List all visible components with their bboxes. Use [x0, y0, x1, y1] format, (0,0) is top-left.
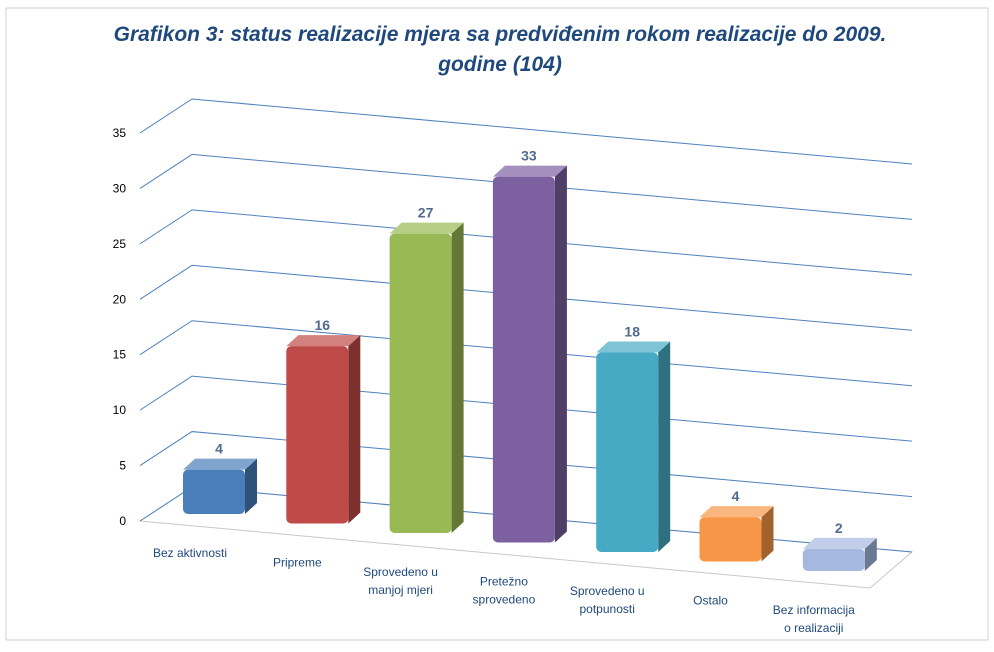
bar-face: [286, 335, 361, 347]
bar-face: [245, 458, 257, 514]
bar: [492, 165, 567, 543]
bar-face: [286, 346, 349, 524]
value-label: 27: [418, 205, 434, 221]
y-tick-label: 5: [119, 459, 126, 473]
bar-face: [658, 341, 671, 552]
y-tick-label: 10: [113, 403, 127, 417]
x-tick-label: Sprovedeno u manjoj mjeri: [363, 565, 438, 597]
bar-face: [389, 222, 464, 234]
bar: [389, 222, 464, 533]
bar-face: [554, 165, 567, 543]
grid-line: [139, 431, 913, 498]
bar-face: [183, 458, 257, 470]
x-tick-label: Pretežno sprovedeno: [473, 575, 536, 607]
grid-line: [139, 209, 913, 276]
bar-face: [348, 335, 361, 524]
value-label: 4: [215, 441, 223, 457]
y-tick-label: 20: [113, 292, 127, 306]
value-label: 4: [732, 488, 740, 504]
grid-line: [139, 153, 913, 220]
bar-face: [699, 506, 774, 518]
bar: [596, 341, 671, 552]
y-tick-label: 0: [119, 514, 126, 528]
x-tick-label: Ostalo: [693, 594, 728, 608]
grid-line: [139, 375, 913, 442]
bar-face: [699, 517, 762, 562]
x-tick-label: Sprovedeno u potpunosti: [570, 584, 645, 616]
x-tick-label: Pripreme: [273, 556, 322, 570]
grid-line: [139, 98, 913, 165]
bar: [699, 506, 774, 562]
y-tick-label: 25: [113, 237, 127, 251]
bar-face: [492, 176, 555, 543]
bar-face: [492, 165, 567, 177]
value-label: 2: [835, 520, 843, 536]
bar-face: [389, 233, 452, 533]
chart-title: Grafikon 3: status realizacije mjera sa …: [113, 23, 887, 76]
y-tick-label: 30: [113, 181, 127, 195]
y-tick-label: 15: [113, 348, 127, 362]
bar-face: [596, 341, 671, 353]
bar: [183, 458, 257, 514]
x-tick-label: Bez informacija o realizaciji: [773, 603, 855, 635]
bar-face: [761, 506, 774, 562]
bar: [802, 537, 877, 571]
bar-face: [802, 537, 877, 549]
bar-face: [596, 352, 659, 552]
y-tick-label: 35: [113, 126, 127, 140]
x-tick-label: Bez aktivnosti: [153, 546, 227, 560]
bar-face: [802, 548, 865, 571]
grid-line: [139, 264, 913, 331]
bar-face: [451, 222, 464, 533]
bar-face: [864, 537, 877, 571]
value-label: 33: [521, 148, 537, 164]
bar: [286, 335, 361, 524]
value-label: 16: [315, 317, 331, 333]
bar-face: [183, 469, 245, 514]
grid-line: [139, 320, 913, 387]
value-label: 18: [624, 323, 640, 339]
